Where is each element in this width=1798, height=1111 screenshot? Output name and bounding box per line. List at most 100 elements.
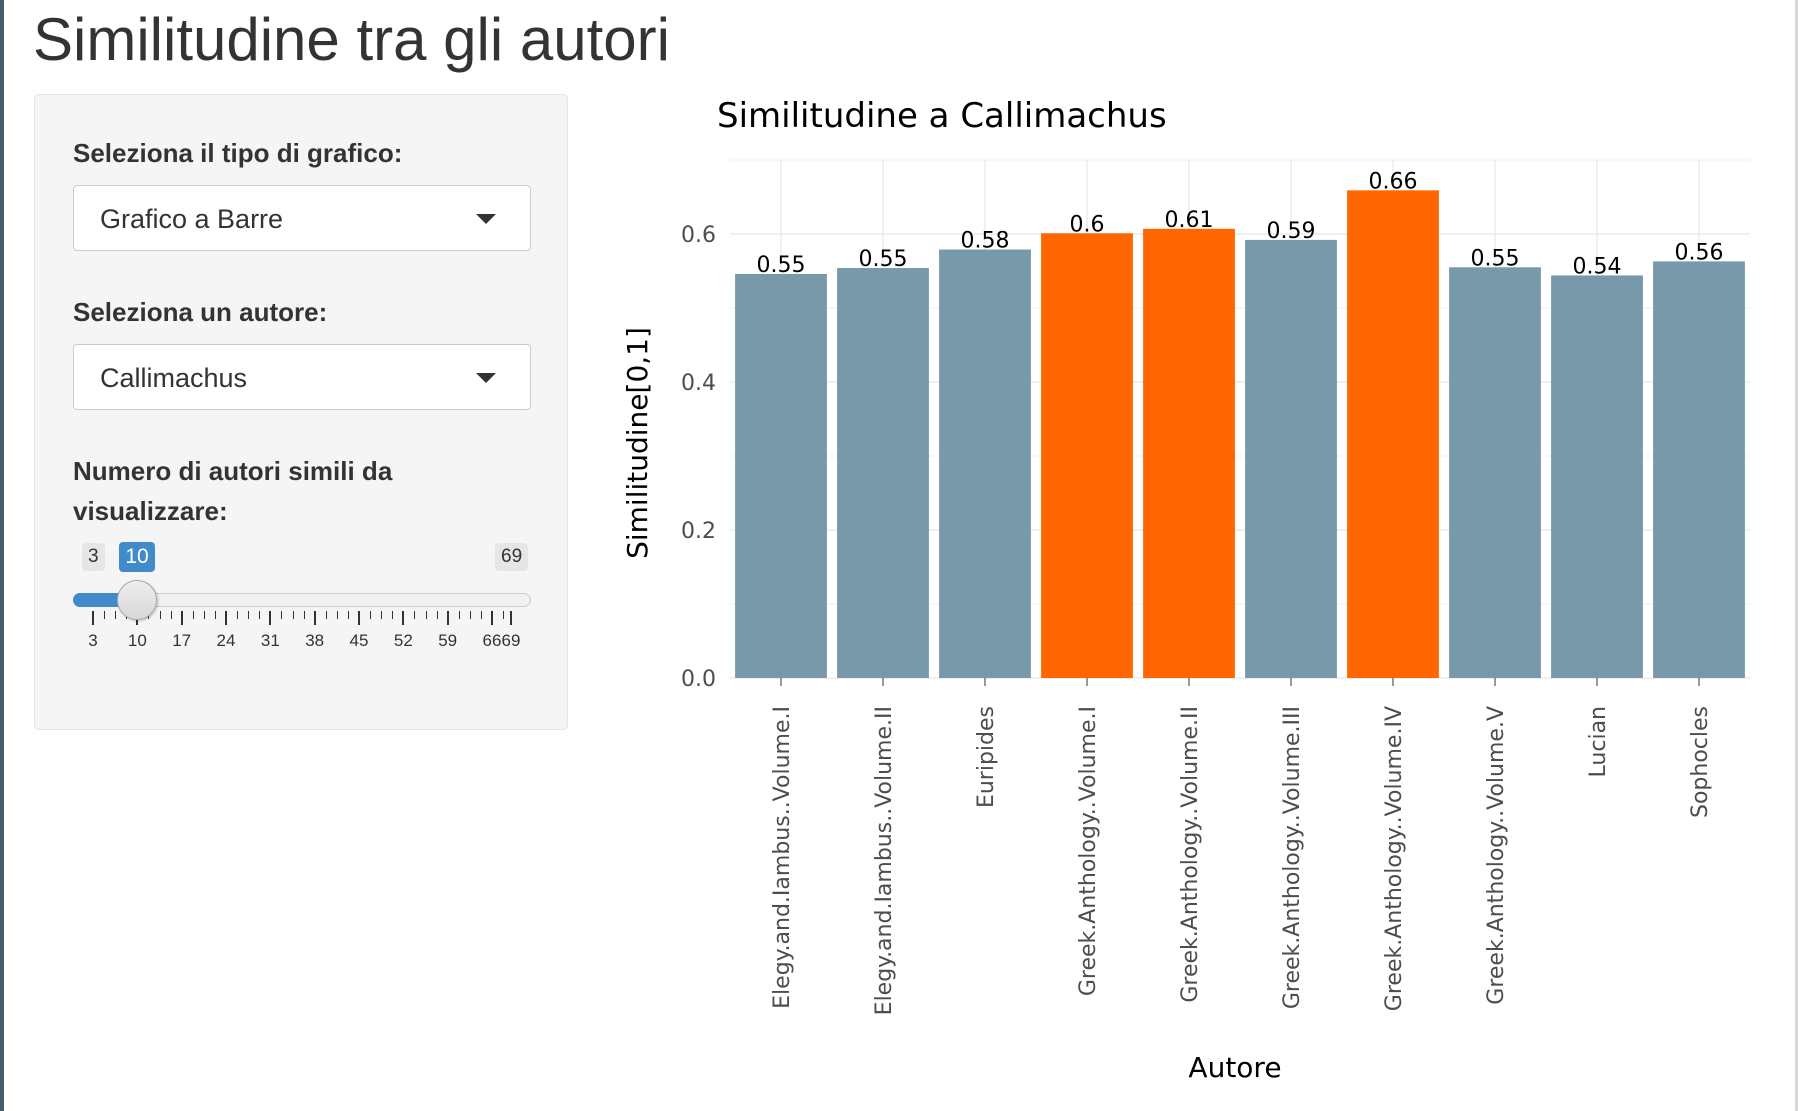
bar-value-label: 0.54 [1573, 254, 1622, 279]
slider-tick-label: 17 [172, 631, 192, 650]
slider-tick-label: 38 [305, 631, 325, 650]
bar-9 [1551, 275, 1643, 678]
bar-value-label: 0.6 [1070, 212, 1105, 237]
bar-2 [837, 268, 929, 678]
slider-minor-tick [214, 611, 216, 619]
chart-title: Similitudine a Callimachus [717, 96, 1167, 136]
slider-major-tick [225, 611, 227, 625]
slider-tick-label: 10 [127, 631, 147, 650]
y-axis-tick-label: 0.0 [681, 667, 716, 692]
slider-label-line2: visualizzare: [73, 496, 228, 526]
chart-type-select[interactable]: Grafico a Barre [73, 185, 531, 251]
slider-minor-tick [292, 611, 294, 619]
slider-minor-tick [192, 611, 194, 619]
slider-minor-tick [392, 611, 394, 619]
bar-5 [1143, 228, 1235, 678]
bar-8 [1449, 267, 1541, 678]
bar-6 [1245, 239, 1337, 679]
chevron-down-icon [476, 214, 496, 224]
slider-minor-tick [303, 611, 305, 619]
slider-ticks: 3 10 17 24 31 38 45 52 59 66 69 [35, 95, 569, 731]
chevron-down-icon [476, 373, 496, 383]
slider-value-label: 10 [119, 542, 155, 572]
slider-minor-tick [170, 611, 172, 619]
slider-minor-tick [248, 611, 250, 619]
author-label: Seleziona un autore: [73, 297, 328, 327]
bar-value-label: 0.61 [1165, 208, 1214, 233]
y-axis-tick-label: 0.2 [681, 519, 716, 544]
slider-minor-tick [425, 611, 427, 619]
y-axis-title: Similitudine[0,1] [621, 327, 654, 559]
x-axis-tick-label: Lucian [1586, 706, 1611, 777]
chart-y-axis: 0.0 0.2 0.4 0.6 [681, 223, 716, 692]
slider-major-tick [446, 611, 449, 625]
x-axis-tick-label: Greek.Anthology..Volume.V [1484, 706, 1509, 1005]
bar-value-label: 0.55 [757, 253, 806, 278]
page-title: Similitudine tra gli autori [33, 6, 670, 73]
bar-value-label: 0.58 [961, 229, 1010, 254]
slider-major-tick [180, 611, 183, 625]
slider-tick-label: 31 [260, 631, 280, 650]
slider-minor-tick [115, 611, 117, 619]
bar-value-label: 0.66 [1369, 169, 1418, 194]
slider-minor-tick [458, 611, 460, 619]
slider-label-line1: Numero di autori simili da [73, 456, 393, 486]
slider-major-tick [92, 611, 94, 625]
y-axis-tick-label: 0.4 [681, 371, 716, 396]
slider-minor-tick [336, 611, 338, 619]
window-edge-right [1795, 0, 1798, 1111]
slider-minor-tick [203, 611, 205, 619]
slider-handle[interactable] [117, 580, 158, 620]
slider-minor-tick [436, 611, 438, 619]
slider-minor-tick [469, 611, 471, 619]
x-axis-tick-label: Elegy.and.Iambus..Volume.II [872, 706, 897, 1015]
chart-type-label: Seleziona il tipo di grafico: [73, 138, 403, 168]
bar-value-label: 0.55 [859, 247, 908, 272]
bar-value-label: 0.59 [1267, 219, 1316, 244]
slider-minor-tick [480, 611, 482, 619]
slider-tick-label: 69 [501, 631, 521, 650]
chart-data-labels: 0.55 0.55 0.58 0.6 0.61 0.59 0.66 0.55 0.54 0.56 [757, 169, 1724, 279]
slider-major-tick [510, 611, 512, 625]
slider-minor-tick [381, 611, 383, 619]
slider-minor-tick [414, 611, 416, 619]
window-edge-left [0, 0, 4, 1111]
slider-major-tick [269, 611, 272, 625]
slider-tick-label: 52 [393, 631, 413, 650]
slider-minor-tick [325, 611, 327, 619]
bar-value-label: 0.55 [1471, 246, 1520, 271]
x-axis-tick-label: Greek.Anthology..Volume.III [1280, 706, 1305, 1009]
x-axis-tick-label: Euripides [974, 706, 999, 808]
slider-minor-tick [281, 611, 283, 619]
x-axis-tick-label: Sophocles [1688, 706, 1713, 818]
sidebar-panel: Seleziona il tipo di grafico: Grafico a … [34, 94, 568, 730]
bar-4 [1041, 233, 1133, 678]
x-axis-tick-label: Greek.Anthology..Volume.IV [1382, 706, 1407, 1011]
slider-minor-tick [104, 611, 106, 619]
slider-major-tick [491, 611, 493, 625]
bar-7 [1347, 190, 1439, 678]
author-select[interactable]: Callimachus [73, 344, 531, 410]
slider-minor-tick [370, 611, 372, 619]
author-selected-value: Callimachus [100, 363, 248, 393]
x-axis-tick-label: Elegy.and.Iambus..Volume.I [770, 706, 795, 1009]
chart-bars [735, 190, 1745, 679]
bar-value-label: 0.56 [1675, 240, 1724, 265]
y-axis-tick-label: 0.6 [681, 223, 716, 248]
x-axis-tick-label: Greek.Anthology..Volume.I [1076, 706, 1101, 996]
slider-tick-label: 59 [438, 631, 458, 650]
slider-minor-tick [237, 611, 239, 619]
slider-tick-label: 24 [216, 631, 236, 650]
slider-tick-label: 66 [482, 631, 502, 650]
slider-major-tick [402, 611, 405, 625]
slider-minor-tick [159, 611, 161, 619]
slider-tick-label: 45 [349, 631, 369, 650]
slider-minor-tick [503, 611, 505, 619]
slider-tick-label: 3 [88, 631, 98, 650]
bar-3 [939, 249, 1031, 679]
x-axis-tick-label: Greek.Anthology..Volume.II [1178, 706, 1203, 1003]
chart-type-selected-value: Grafico a Barre [100, 204, 284, 234]
slider-minor-tick [347, 611, 349, 619]
slider-major-tick [313, 611, 316, 625]
x-axis-title: Autore [1188, 1051, 1281, 1084]
